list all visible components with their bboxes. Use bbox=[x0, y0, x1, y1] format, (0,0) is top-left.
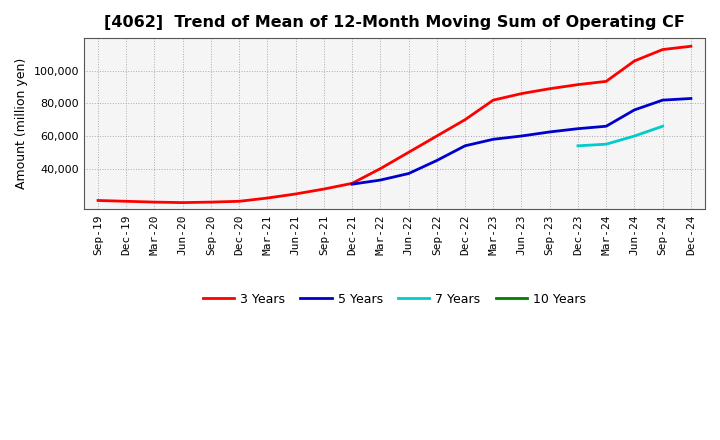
5 Years bbox=[461, 143, 469, 148]
3 Years bbox=[122, 198, 130, 204]
3 Years bbox=[489, 98, 498, 103]
3 Years bbox=[376, 166, 384, 171]
Line: 3 Years: 3 Years bbox=[98, 46, 691, 202]
5 Years bbox=[546, 129, 554, 135]
7 Years bbox=[574, 143, 582, 148]
5 Years bbox=[517, 133, 526, 139]
Title: [4062]  Trend of Mean of 12-Month Moving Sum of Operating CF: [4062] Trend of Mean of 12-Month Moving … bbox=[104, 15, 685, 30]
3 Years bbox=[433, 133, 441, 139]
3 Years bbox=[348, 181, 356, 186]
7 Years bbox=[602, 142, 611, 147]
3 Years bbox=[687, 44, 696, 49]
Line: 5 Years: 5 Years bbox=[352, 99, 691, 184]
7 Years bbox=[658, 124, 667, 129]
5 Years bbox=[602, 124, 611, 129]
3 Years bbox=[630, 59, 639, 64]
3 Years bbox=[263, 195, 271, 201]
7 Years bbox=[630, 133, 639, 139]
3 Years bbox=[546, 86, 554, 92]
3 Years bbox=[235, 198, 243, 204]
3 Years bbox=[404, 150, 413, 155]
5 Years bbox=[630, 107, 639, 113]
5 Years bbox=[574, 126, 582, 131]
3 Years bbox=[574, 82, 582, 87]
3 Years bbox=[320, 187, 328, 192]
3 Years bbox=[658, 47, 667, 52]
Legend: 3 Years, 5 Years, 7 Years, 10 Years: 3 Years, 5 Years, 7 Years, 10 Years bbox=[198, 288, 591, 311]
5 Years bbox=[687, 96, 696, 101]
3 Years bbox=[207, 199, 215, 205]
3 Years bbox=[94, 198, 102, 203]
5 Years bbox=[433, 158, 441, 163]
5 Years bbox=[658, 98, 667, 103]
5 Years bbox=[376, 177, 384, 183]
3 Years bbox=[292, 191, 300, 197]
5 Years bbox=[348, 182, 356, 187]
3 Years bbox=[179, 200, 187, 205]
3 Years bbox=[461, 117, 469, 122]
5 Years bbox=[404, 171, 413, 176]
3 Years bbox=[602, 79, 611, 84]
Line: 7 Years: 7 Years bbox=[578, 126, 662, 146]
3 Years bbox=[517, 91, 526, 96]
3 Years bbox=[150, 199, 159, 205]
5 Years bbox=[489, 137, 498, 142]
Y-axis label: Amount (million yen): Amount (million yen) bbox=[15, 58, 28, 189]
